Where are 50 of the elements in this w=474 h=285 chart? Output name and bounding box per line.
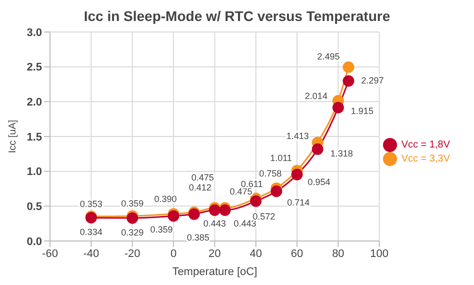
data-label: 0.353 (80, 198, 102, 209)
y-tick-label: 0.5 (26, 201, 42, 214)
data-label: 0.954 (308, 176, 330, 187)
data-label: 0.390 (154, 194, 177, 204)
point (332, 102, 344, 114)
y-tick-label: 2.5 (26, 62, 42, 74)
data-label: 2.495 (317, 52, 340, 62)
x-tick-label: 0 (170, 248, 177, 260)
point (312, 143, 324, 155)
point (270, 186, 282, 198)
x-tick-label: 60 (290, 248, 304, 260)
point (250, 195, 262, 207)
point (342, 61, 354, 73)
point (342, 75, 354, 87)
x-tick-label: -40 (83, 248, 100, 260)
chart-title: Icc in Sleep-Mode w/ RTC versus Temperature (82, 8, 392, 24)
y-tick-label: 0.0 (26, 236, 42, 248)
y-tick-label: 1.0 (26, 166, 42, 178)
data-label: 0.475 (191, 172, 214, 182)
x-tick-label: 40 (250, 248, 262, 260)
x-tick-label: 100 (370, 248, 389, 260)
data-label: 0.329 (121, 227, 144, 238)
data-label: 1.915 (350, 106, 374, 116)
data-label: 1.413 (286, 130, 309, 141)
data-label: 0.334 (80, 227, 102, 238)
data-label: 0.475 (230, 186, 252, 196)
data-label: 0.385 (186, 232, 210, 243)
x-tick-label: 20 (208, 248, 221, 260)
data-label: 0.714 (287, 198, 310, 208)
x-tick-label: -60 (42, 248, 58, 260)
data-label: 2.014 (304, 91, 328, 102)
data-label: 0.611 (240, 178, 263, 189)
y-tick-label: 2.0 (26, 96, 42, 109)
y-tick-label: 3.0 (26, 26, 42, 39)
x-tick-label: 80 (332, 248, 344, 260)
y-tick-label: 1.5 (26, 131, 42, 144)
data-label: 1.318 (330, 148, 353, 159)
legend-label: Vcc = 3,3V (401, 153, 450, 164)
legend-label: Vcc = 1,8V (401, 139, 450, 150)
data-label: 1.011 (270, 152, 292, 163)
data-label: 0.412 (188, 182, 212, 193)
x-tick-label: -20 (124, 248, 140, 260)
x-axis-title: Temperature [oC] (172, 266, 258, 278)
y-axis-title: Icc [uA] (8, 120, 19, 154)
data-label: 2.297 (361, 75, 384, 86)
data-label: 0.359 (150, 224, 173, 234)
point (291, 168, 303, 180)
data-label: 0.443 (203, 218, 226, 229)
data-label: 0.758 (259, 168, 282, 179)
data-label: 0.359 (121, 198, 144, 208)
